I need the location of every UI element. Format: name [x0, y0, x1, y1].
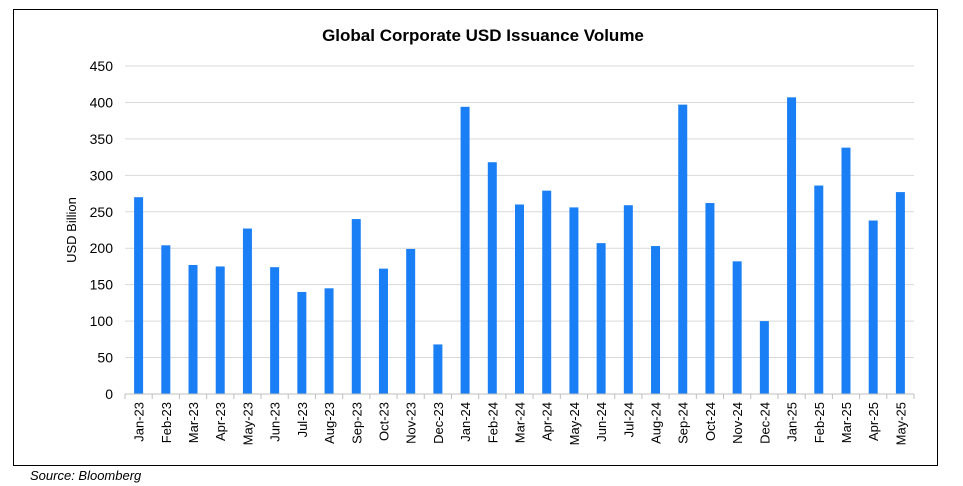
x-tick-label: Aug-23 — [322, 402, 337, 444]
bar — [841, 147, 851, 394]
gridlines — [125, 65, 914, 359]
bar — [651, 246, 661, 394]
bar — [406, 248, 416, 394]
bar — [678, 104, 688, 395]
bar — [623, 205, 633, 394]
bar — [351, 219, 361, 394]
x-tick-label: Jul-23 — [295, 402, 310, 437]
x-tick-label: Feb-24 — [485, 402, 500, 443]
x-tick-label: Apr-25 — [866, 402, 881, 441]
chart-title: Global Corporate USD Issuance Volume — [322, 26, 644, 45]
y-tick-label: 200 — [90, 240, 114, 256]
x-tick-label: Jan-23 — [132, 402, 147, 442]
bar — [215, 266, 225, 394]
x-tick-label: Nov-23 — [404, 402, 419, 444]
x-tick-label: Jun-24 — [594, 402, 609, 442]
y-tick-label: 0 — [105, 386, 113, 402]
x-tick-label: Apr-24 — [540, 402, 555, 441]
y-tick-label: 50 — [97, 350, 113, 366]
bar — [895, 192, 905, 394]
x-tick-label: Sep-23 — [349, 402, 364, 444]
y-tick-label: 300 — [90, 167, 114, 183]
bar — [732, 261, 742, 394]
x-tick-label: Feb-23 — [159, 402, 174, 443]
x-tick-label: Oct-23 — [376, 402, 391, 441]
bar — [460, 106, 470, 394]
x-tick-label: Jun-23 — [268, 402, 283, 442]
y-tick-label: 350 — [90, 131, 114, 147]
y-tick-label: 100 — [90, 313, 114, 329]
bar — [242, 228, 252, 394]
bar — [378, 268, 388, 394]
y-tick-label: 450 — [90, 58, 114, 74]
bar — [542, 190, 552, 394]
bar — [569, 207, 579, 394]
bar — [297, 291, 307, 394]
x-tick-label: Mar-25 — [839, 402, 854, 443]
source-note: Source: Bloomberg — [30, 468, 142, 483]
x-tick-label: Jan-25 — [785, 402, 800, 442]
bar — [324, 288, 334, 394]
x-tick-label: Jan-24 — [458, 402, 473, 442]
y-tick-label: 400 — [90, 94, 114, 110]
x-tick-label: Dec-23 — [431, 402, 446, 444]
bar — [705, 203, 715, 394]
y-axis-label: USD Billion — [64, 197, 79, 263]
x-tick-label: Mar-23 — [186, 402, 201, 443]
y-tick-label: 150 — [90, 277, 114, 293]
x-tick-label: Feb-25 — [812, 402, 827, 443]
bar — [759, 321, 769, 394]
y-tick-labels: 0 50 100 150 200 250 300 350 400 450 — [90, 58, 114, 402]
bar — [868, 220, 878, 394]
x-tick-labels: Jan-23 Feb-23 Mar-23 Apr-23 May-23 Jun-23 Jul-… — [124, 394, 915, 445]
x-tick-label: Sep-24 — [676, 402, 691, 444]
x-tick-label: Nov-24 — [730, 402, 745, 444]
x-tick-label: May-24 — [567, 402, 582, 445]
bar — [134, 197, 144, 394]
bar — [814, 185, 824, 394]
x-tick-label: Dec-24 — [757, 402, 772, 444]
bar — [188, 264, 198, 394]
bar — [515, 204, 524, 394]
y-tick-label: 250 — [90, 204, 114, 220]
bar — [787, 97, 797, 394]
x-tick-label: Jul-24 — [621, 402, 636, 437]
x-tick-label: May-23 — [240, 402, 255, 445]
bars — [134, 97, 905, 395]
bar — [433, 344, 443, 394]
x-tick-label: May-25 — [893, 402, 908, 445]
x-tick-label: Aug-24 — [649, 402, 664, 444]
x-tick-label: Apr-23 — [213, 402, 228, 441]
bar — [487, 162, 497, 394]
bar — [596, 243, 606, 394]
bar — [161, 245, 171, 394]
x-tick-label: Mar-24 — [513, 402, 528, 443]
bar — [270, 267, 280, 394]
x-tick-label: Oct-24 — [703, 402, 718, 441]
